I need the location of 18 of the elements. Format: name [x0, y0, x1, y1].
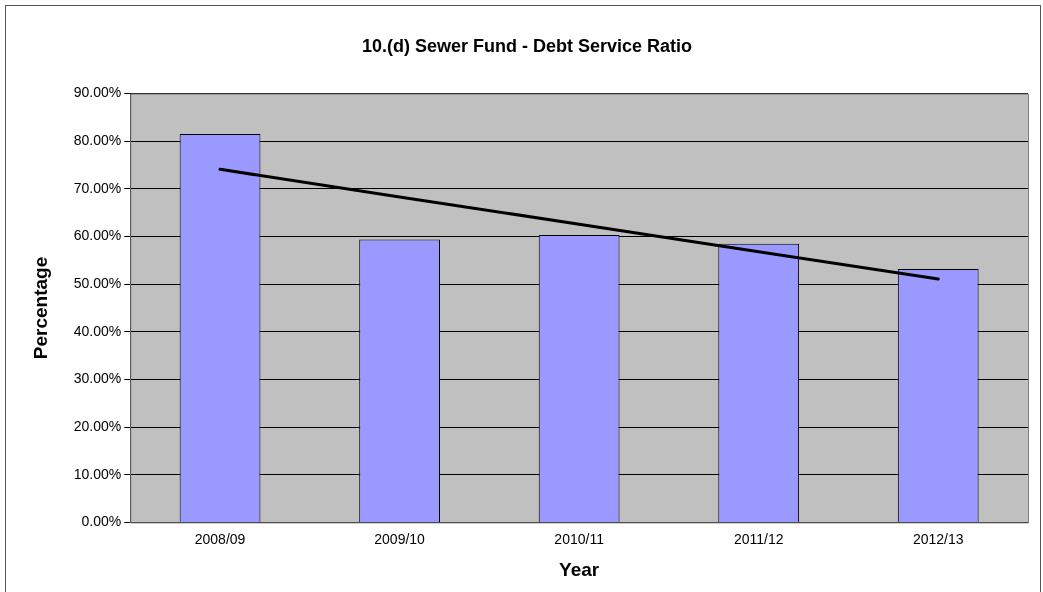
y-tick-label: 30.00% [73, 370, 122, 387]
y-tick-label: 40.00% [73, 322, 122, 339]
y-tick-label: 0.00% [81, 513, 122, 530]
x-tick-label: 2010/11 [554, 530, 605, 547]
y-tick-label: 70.00% [73, 179, 122, 196]
x-axis-title: Year [559, 558, 600, 580]
x-tick-label: 2011/12 [733, 530, 784, 547]
y-tick-label: 80.00% [73, 132, 122, 149]
chart-title: 10.(d) Sewer Fund - Debt Service Ratio [361, 35, 693, 56]
x-tick-label: 2008/09 [194, 530, 246, 547]
x-tick-label: 2012/13 [912, 530, 964, 547]
y-tick-label: 20.00% [73, 417, 122, 434]
y-axis-title: Percentage [29, 256, 51, 360]
y-tick-label: 90.00% [73, 84, 122, 101]
x-tick-label: 2009/10 [374, 530, 426, 547]
y-tick-label: 50.00% [73, 275, 122, 292]
y-tick-label: 60.00% [73, 227, 122, 244]
y-tick-label: 10.00% [73, 465, 122, 482]
